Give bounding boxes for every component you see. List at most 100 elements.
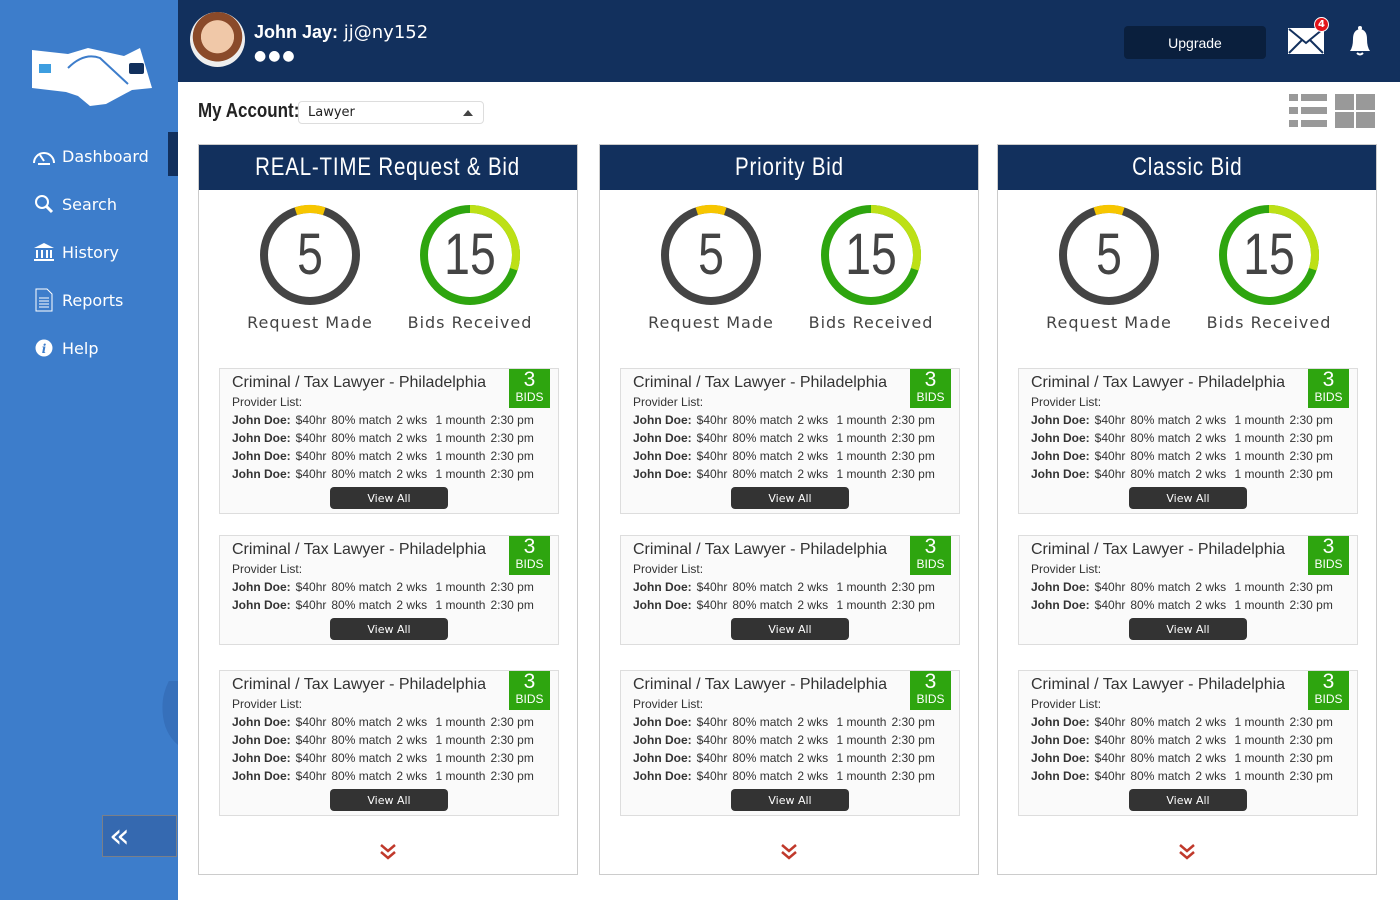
sidebar-item-label: Reports: [62, 290, 124, 310]
view-all-button[interactable]: View All: [1129, 487, 1247, 509]
provider-term: 1 mounth: [836, 751, 887, 765]
provider-row[interactable]: John Doe: $40hr 80% match 2 wks 1 mounth 2:3…: [232, 715, 546, 729]
provider-match: 80% match: [331, 598, 392, 612]
bids-received-gauge: 15 Bids Received: [400, 203, 540, 332]
provider-row[interactable]: John Doe: $40hr 80% match 2 wks 1 mounth 2:3…: [232, 413, 546, 427]
sidebar-item-history[interactable]: History: [0, 228, 178, 276]
double-chevron-left-icon: «: [109, 816, 130, 856]
provider-list-label: Provider List:: [232, 395, 303, 409]
view-all-button[interactable]: View All: [1129, 789, 1247, 811]
double-chevron-down-icon[interactable]: [379, 843, 397, 866]
view-all-button[interactable]: View All: [731, 618, 849, 640]
provider-duration: 2 wks: [396, 431, 428, 445]
view-all-button[interactable]: View All: [731, 789, 849, 811]
gauge-label: Request Made: [247, 313, 373, 332]
sidebar: Consumer Dashboard Search History Report…: [0, 0, 178, 900]
provider-name: John Doe:: [1031, 413, 1090, 427]
provider-time: 2:30 pm: [1289, 715, 1333, 729]
provider-term: 1 mounth: [435, 449, 486, 463]
provider-row[interactable]: John Doe: $40hr 80% match 2 wks 1 mounth 2:3…: [232, 769, 546, 783]
account-select[interactable]: Lawyer: [298, 101, 484, 124]
provider-time: 2:30 pm: [1289, 751, 1333, 765]
provider-row[interactable]: John Doe: $40hr 80% match 2 wks 1 mounth 2:3…: [232, 449, 546, 463]
provider-duration: 2 wks: [396, 449, 428, 463]
provider-row[interactable]: John Doe: $40hr 80% match 2 wks 1 mounth 2:3…: [1031, 580, 1345, 594]
provider-row[interactable]: John Doe: $40hr 80% match 2 wks 1 mounth 2:3…: [232, 598, 546, 612]
provider-row[interactable]: John Doe: $40hr 80% match 2 wks 1 mounth 2:3…: [232, 580, 546, 594]
provider-row[interactable]: John Doe: $40hr 80% match 2 wks 1 mounth 2:3…: [232, 431, 546, 445]
view-all-button[interactable]: View All: [330, 618, 448, 640]
provider-row[interactable]: John Doe: $40hr 80% match 2 wks 1 mounth 2:3…: [1031, 467, 1345, 481]
provider-row[interactable]: John Doe: $40hr 80% match 2 wks 1 mounth 2:3…: [633, 751, 947, 765]
request-made-gauge: 5 Request Made: [1039, 203, 1179, 332]
provider-term: 1 mounth: [435, 733, 486, 747]
provider-term: 1 mounth: [1234, 449, 1285, 463]
mail-count-badge: 4: [1314, 17, 1329, 32]
provider-time: 2:30 pm: [891, 413, 935, 427]
provider-row[interactable]: John Doe: $40hr 80% match 2 wks 1 mounth 2:3…: [633, 580, 947, 594]
bids-count: 3: [523, 368, 536, 391]
bids-badge: 3 BIDS: [1308, 369, 1349, 408]
mail-icon[interactable]: [1288, 28, 1324, 58]
provider-row[interactable]: John Doe: $40hr 80% match 2 wks 1 mounth 2:3…: [633, 715, 947, 729]
provider-term: 1 mounth: [435, 413, 486, 427]
provider-rate: $40hr: [295, 449, 327, 463]
provider-duration: 2 wks: [1195, 769, 1227, 783]
provider-rate: $40hr: [1094, 733, 1126, 747]
provider-row[interactable]: John Doe: $40hr 80% match 2 wks 1 mounth 2:3…: [1031, 733, 1345, 747]
provider-row[interactable]: John Doe: $40hr 80% match 2 wks 1 mounth 2:3…: [1031, 715, 1345, 729]
gauge-label: Request Made: [1046, 313, 1172, 332]
upgrade-button[interactable]: Upgrade: [1124, 26, 1266, 59]
provider-row[interactable]: John Doe: $40hr 80% match 2 wks 1 mounth 2:3…: [1031, 431, 1345, 445]
provider-time: 2:30 pm: [891, 715, 935, 729]
provider-row[interactable]: John Doe: $40hr 80% match 2 wks 1 mounth 2:3…: [1031, 449, 1345, 463]
provider-name: John Doe:: [1031, 431, 1090, 445]
provider-rate: $40hr: [1094, 413, 1126, 427]
more-options-button[interactable]: ●●●: [254, 48, 297, 64]
provider-row[interactable]: John Doe: $40hr 80% match 2 wks 1 mounth 2:3…: [232, 467, 546, 481]
provider-row[interactable]: John Doe: $40hr 80% match 2 wks 1 mounth 2:3…: [633, 449, 947, 463]
provider-duration: 2 wks: [396, 467, 428, 481]
provider-rate: $40hr: [1094, 449, 1126, 463]
avatar[interactable]: [190, 12, 245, 67]
sidebar-item-help[interactable]: i Help: [0, 324, 178, 372]
sidebar-item-search[interactable]: Search: [0, 180, 178, 228]
provider-row[interactable]: John Doe: $40hr 80% match 2 wks 1 mounth 2:3…: [1031, 751, 1345, 765]
provider-term: 1 mounth: [836, 431, 887, 445]
provider-row[interactable]: John Doe: $40hr 80% match 2 wks 1 mounth 2:3…: [633, 413, 947, 427]
provider-row[interactable]: John Doe: $40hr 80% match 2 wks 1 mounth 2:3…: [633, 467, 947, 481]
provider-name: John Doe:: [633, 733, 692, 747]
provider-name: John Doe:: [1031, 598, 1090, 612]
bell-icon[interactable]: [1346, 25, 1374, 61]
list-view-icon[interactable]: [1289, 94, 1327, 132]
provider-row[interactable]: John Doe: $40hr 80% match 2 wks 1 mounth 2:3…: [633, 598, 947, 612]
view-all-button[interactable]: View All: [731, 487, 849, 509]
provider-name: John Doe:: [232, 751, 291, 765]
sidebar-item-dashboard[interactable]: Dashboard: [0, 132, 178, 180]
view-all-button[interactable]: View All: [330, 789, 448, 811]
request-card: Criminal / Tax Lawyer - Philadelphia 3 BI…: [620, 535, 960, 645]
gauge-label: Request Made: [648, 313, 774, 332]
provider-duration: 2 wks: [1195, 413, 1227, 427]
bids-label: BIDS: [916, 692, 945, 706]
provider-row[interactable]: John Doe: $40hr 80% match 2 wks 1 mounth 2:3…: [633, 769, 947, 783]
collapse-sidebar-button[interactable]: «: [102, 815, 177, 857]
provider-row[interactable]: John Doe: $40hr 80% match 2 wks 1 mounth 2:3…: [1031, 413, 1345, 427]
sidebar-item-reports[interactable]: Reports: [0, 276, 178, 324]
provider-row[interactable]: John Doe: $40hr 80% match 2 wks 1 mounth 2:3…: [232, 751, 546, 765]
provider-match: 80% match: [331, 413, 392, 427]
grid-view-icon[interactable]: [1335, 94, 1375, 132]
provider-term: 1 mounth: [836, 467, 887, 481]
provider-row[interactable]: John Doe: $40hr 80% match 2 wks 1 mounth 2:3…: [633, 431, 947, 445]
provider-row[interactable]: John Doe: $40hr 80% match 2 wks 1 mounth 2:3…: [1031, 769, 1345, 783]
provider-time: 2:30 pm: [490, 598, 534, 612]
provider-rate: $40hr: [295, 431, 327, 445]
provider-row[interactable]: John Doe: $40hr 80% match 2 wks 1 mounth 2:3…: [232, 733, 546, 747]
double-chevron-down-icon[interactable]: [780, 843, 798, 866]
double-chevron-down-icon[interactable]: [1178, 843, 1196, 866]
provider-row[interactable]: John Doe: $40hr 80% match 2 wks 1 mounth 2:3…: [1031, 598, 1345, 612]
provider-match: 80% match: [1130, 467, 1191, 481]
view-all-button[interactable]: View All: [330, 487, 448, 509]
provider-row[interactable]: John Doe: $40hr 80% match 2 wks 1 mounth 2:3…: [633, 733, 947, 747]
view-all-button[interactable]: View All: [1129, 618, 1247, 640]
